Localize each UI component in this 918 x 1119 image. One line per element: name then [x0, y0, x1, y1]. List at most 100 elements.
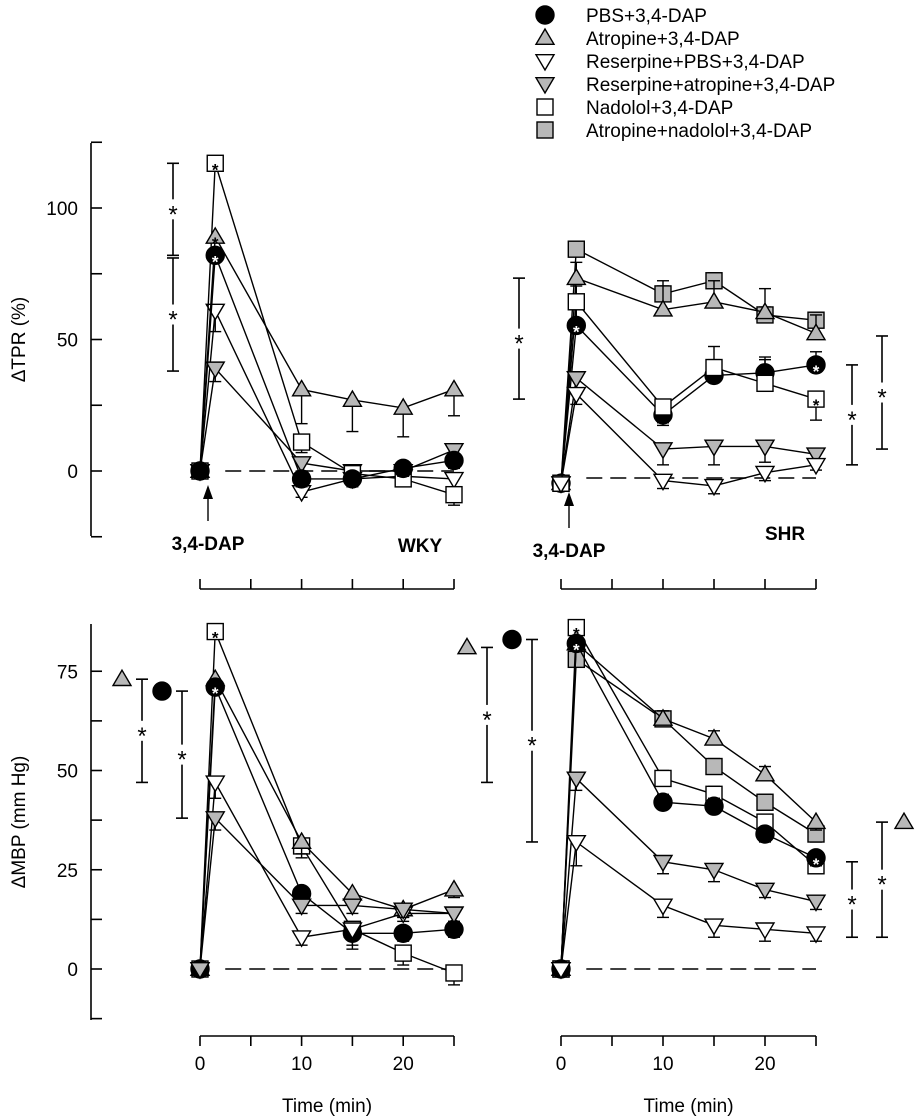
tpr-shr-point-respbs-4	[754, 465, 776, 484]
mbp-wky-x-label: Time (min)	[282, 1096, 372, 1117]
mbp-wky-point-pbs-4	[393, 923, 413, 943]
tpr-wky-strain-label: WKY	[398, 536, 443, 557]
tpr-wky-point-pbs-3	[342, 469, 363, 489]
tpr-shr-series-respbs	[550, 386, 827, 497]
mbp-wky-point-respbs-3	[342, 922, 363, 940]
tpr-shr-bracket	[560, 579, 817, 590]
mbp-shr-sig-ref-3	[893, 811, 915, 830]
tpr-wky-ytick-label-0: 0	[67, 462, 78, 483]
legend-entry-resatr: Reserpine+atropine+3,4-DAP	[534, 75, 835, 96]
mbp-wky-series-resatr	[189, 811, 465, 980]
tpr-shr-point-resatr-5	[805, 447, 827, 465]
mbp-shr-line-pbs	[560, 640, 817, 970]
mbp-wky-sig-ref-0	[111, 668, 133, 687]
tpr-shr-peak-star-0: *	[573, 322, 580, 341]
mbp-shr-point-atrnad-3	[705, 757, 723, 776]
mbp-shr-point-respbs-2	[652, 898, 674, 916]
tpr-shr-sig-star-1: *	[847, 407, 856, 434]
tpr-wky-point-atropine-2	[291, 379, 312, 397]
tpr-shr-strain-label: SHR	[765, 524, 805, 545]
mbp-wky-ytick-label-2: 50	[57, 762, 78, 783]
mbp-shr-line-respbs	[560, 840, 817, 970]
tpr-wky-y-label: ΔTPR (%)	[9, 297, 30, 383]
tpr-shr-point-nadolol-3	[705, 358, 723, 377]
tpr-wky-point-pbs-2	[291, 469, 312, 489]
mbp-shr-x-label: Time (min)	[643, 1096, 733, 1117]
mbp-shr-point-pbs-3	[704, 796, 724, 816]
mbp-shr-series-resatr	[550, 771, 827, 980]
mbp-wky-point-atropine-2	[291, 831, 312, 849]
tpr-shr-line-atropine	[560, 277, 817, 484]
mbp-wky-series-nadolol	[191, 622, 463, 986]
mbp-shr-line-nadolol	[560, 625, 817, 970]
tpr-shr-point-resatr-4	[754, 439, 776, 457]
tpr-wky-series-pbs	[190, 245, 464, 489]
tpr-shr-point-pbs-5	[806, 355, 826, 375]
mbp-shr-sig-star-1: *	[527, 733, 536, 760]
mbp-wky-xtick-label-2: 20	[393, 1054, 414, 1075]
legend: PBS+3,4-DAPAtropine+3,4-DAPReserpine+PBS…	[534, 5, 835, 142]
mbp-wky-point-resatr-4	[392, 902, 414, 920]
mbp-wky-series-atropine	[189, 668, 465, 976]
tpr-wky-point-pbs-1	[205, 245, 225, 266]
tpr-wky-point-nadolol-2	[292, 433, 311, 451]
mbp-shr-sig-star-2: *	[847, 892, 856, 919]
tpr-shr-series-atropine	[550, 261, 827, 491]
tpr-shr-sig-star-2: *	[877, 385, 886, 412]
mbp-wky-peak-star-0: *	[212, 629, 219, 648]
mbp-wky-sig-star-0: *	[137, 723, 146, 750]
mbp-wky-sig-ref-1	[152, 681, 172, 701]
mbp-shr-series-respbs	[550, 834, 827, 980]
mbp-wky-sig-star-1: *	[177, 747, 186, 774]
tpr-wky-point-nadolol-5	[445, 485, 463, 504]
legend-entry-pbs: PBS+3,4-DAP	[535, 5, 707, 27]
tpr-wky-line-atropine	[199, 234, 455, 472]
tpr-wky-sig-gap-0	[165, 199, 181, 220]
tpr-wky-point-resatr-2	[291, 456, 312, 474]
legend-marker-atrnad	[536, 121, 554, 139]
tpr-shr-point-resatr-1	[566, 371, 587, 389]
tpr-shr-point-respbs-2	[652, 473, 674, 492]
mbp-wky-point-respbs-1	[205, 775, 226, 793]
mbp-wky-line-respbs	[199, 780, 454, 970]
tpr-shr-sig-gap-1	[844, 404, 860, 425]
tpr-wky-ytick-label-2: 100	[46, 199, 78, 220]
tpr-wky-point-atropine-4	[392, 397, 414, 415]
tpr-shr-point-respbs-0	[550, 476, 572, 494]
mbp-shr-point-respbs-5	[805, 926, 827, 944]
tpr-wky-peak-star-1: *	[212, 234, 219, 253]
tpr-shr-point-atropine-1	[566, 267, 587, 286]
tpr-shr-sig-gap-0	[511, 328, 527, 349]
legend-marker-respbs	[534, 54, 556, 72]
legend-entry-atropine: Atropine+3,4-DAP	[534, 27, 740, 50]
tpr-wky-series-resatr	[189, 361, 465, 482]
mbp-shr-point-pbs-1	[566, 633, 586, 654]
mbp-wky-point-resatr-2	[291, 898, 312, 916]
tpr-shr-point-resatr-3	[703, 439, 725, 457]
legend-entry-atrnad: Atropine+nadolol+3,4-DAP	[536, 121, 812, 142]
tpr-wky-bracket	[199, 579, 455, 590]
tpr-wky-point-respbs-1	[205, 303, 226, 321]
mbp-wky-sig-gap-0	[134, 720, 150, 741]
mbp-shr-point-resatr-5	[805, 894, 827, 912]
mbp-shr-sig-ref-1	[502, 629, 522, 650]
mbp-wky-point-nadolol-5	[445, 964, 463, 982]
tpr-shr-point-nadolol-5	[807, 390, 825, 408]
mbp-wky-ytick-label-3: 75	[57, 662, 78, 683]
tpr-wky-sig-gap-1	[165, 304, 181, 325]
tpr-wky-sig-star-1: *	[168, 307, 177, 334]
mbp-shr-point-respbs-1	[566, 834, 587, 853]
mbp-wky-y-label: ΔMBP (mm Hg)	[9, 756, 30, 889]
tpr-shr-point-respbs-5	[805, 457, 827, 476]
legend-marker-resatr	[534, 76, 556, 95]
mbp-wky-point-resatr-0	[189, 962, 211, 980]
mbp-shr-xtick-label-0: 0	[556, 1054, 567, 1075]
mbp-shr-point-pbs-5	[806, 848, 826, 868]
tpr-wky-sig-star-0: *	[168, 201, 177, 228]
tpr-shr-point-pbs-1	[566, 315, 586, 336]
tpr-shr-point-nadolol-2	[654, 398, 672, 416]
tpr-wky-point-respbs-5	[443, 471, 465, 490]
tpr-wky-peak-star-2: *	[212, 252, 219, 271]
tpr-shr-series-pbs	[551, 308, 826, 493]
